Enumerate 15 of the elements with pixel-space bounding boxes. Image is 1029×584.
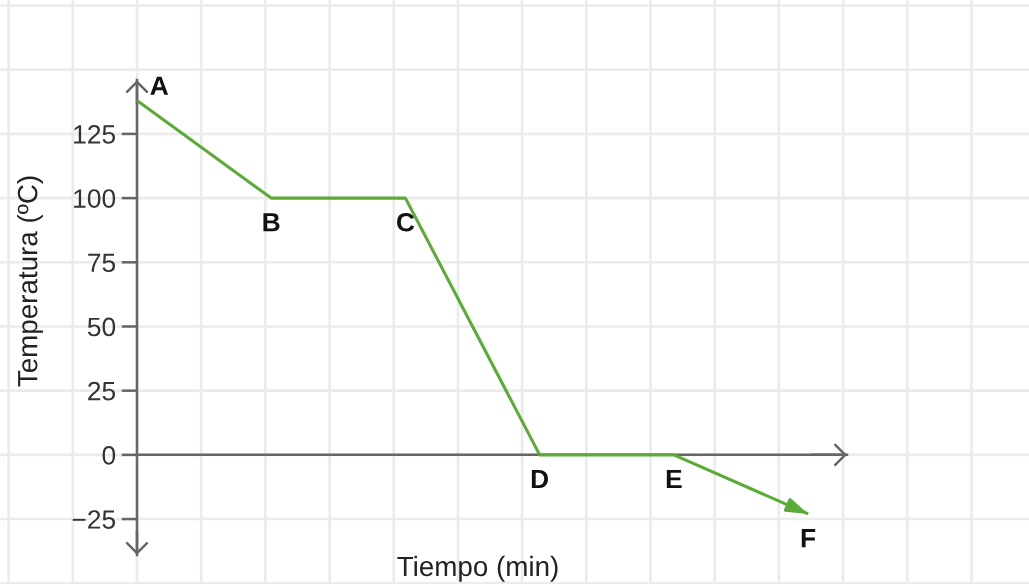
data-label: E (666, 469, 682, 489)
y-tick-label: −25 (72, 510, 116, 529)
x-axis-title: Tiempo (min) (397, 555, 558, 582)
y-tick-label: 100 (74, 189, 116, 208)
data-label: D (531, 469, 549, 489)
data-label: A (150, 76, 169, 95)
y-tick-label: 50 (87, 317, 116, 337)
y-tick-label: 0 (102, 446, 116, 465)
data-label: F (801, 528, 816, 548)
y-axis-title: Temperatura (ºC) (17, 176, 43, 387)
y-tick-label: 75 (88, 253, 116, 273)
y-tick-label: 125 (74, 125, 116, 144)
data-label: B (263, 213, 280, 232)
y-tick-label: 25 (88, 381, 116, 401)
data-label: C (396, 212, 415, 232)
